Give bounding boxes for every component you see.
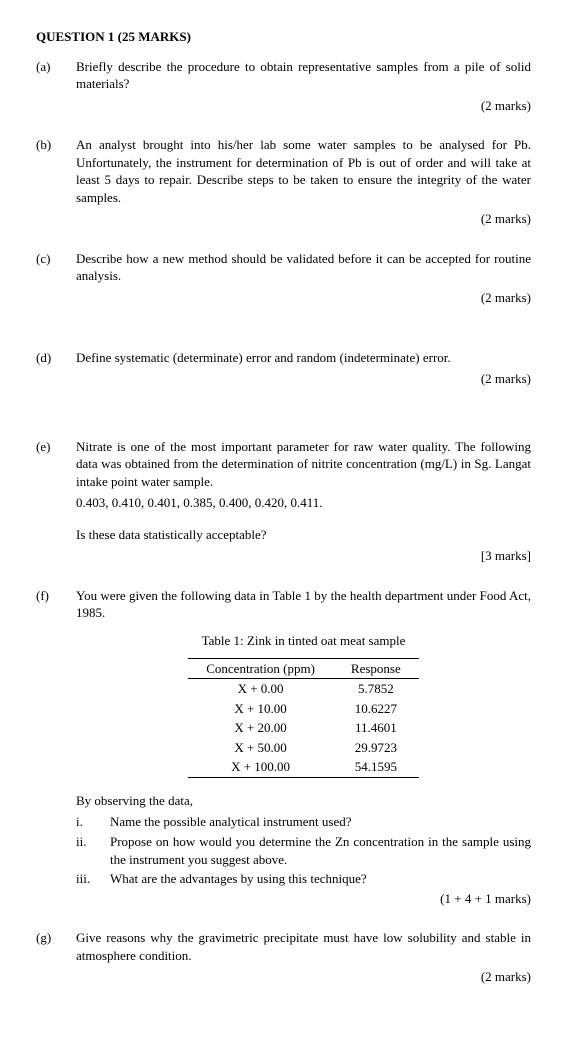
part-f-sub-ii: ii. Propose on how would you determine t… — [76, 833, 531, 868]
part-b-text: An analyst brought into his/her lab some… — [76, 136, 531, 206]
table-cell: X + 20.00 — [188, 718, 333, 738]
part-e-text2: Is these data statistically acceptable? — [76, 526, 531, 544]
table-cell: X + 100.00 — [188, 757, 333, 777]
part-b-marks: (2 marks) — [76, 210, 531, 228]
sub-text-iii: What are the advantages by using this te… — [110, 870, 531, 888]
part-d-text: Define systematic (determinate) error an… — [76, 349, 531, 367]
table-cell: X + 0.00 — [188, 679, 333, 699]
part-e-marks: [3 marks] — [76, 547, 531, 565]
table-cell: 5.7852 — [333, 679, 419, 699]
part-a: (a) Briefly describe the procedure to ob… — [36, 58, 531, 131]
sub-label-iii: iii. — [76, 870, 110, 888]
table-cell: 10.6227 — [333, 699, 419, 719]
table-caption: Table 1: Zink in tinted oat meat sample — [76, 632, 531, 650]
table-cell: 11.4601 — [333, 718, 419, 738]
sub-label-ii: ii. — [76, 833, 110, 868]
part-e-text1: Nitrate is one of the most important par… — [76, 438, 531, 491]
part-b: (b) An analyst brought into his/her lab … — [36, 136, 531, 244]
table-cell: X + 10.00 — [188, 699, 333, 719]
table-cell: 29.9723 — [333, 738, 419, 758]
part-f-sub-iii: iii. What are the advantages by using th… — [76, 870, 531, 888]
part-f-label: (f) — [36, 587, 76, 923]
part-b-label: (b) — [36, 136, 76, 244]
data-table: Concentration (ppm) Response X + 0.00 5.… — [188, 658, 419, 778]
part-c-text: Describe how a new method should be vali… — [76, 250, 531, 285]
part-g-label: (g) — [36, 929, 76, 1002]
table-row: X + 100.00 54.1595 — [188, 757, 419, 777]
part-c-marks: (2 marks) — [76, 289, 531, 307]
part-f-marks: (1 + 4 + 1 marks) — [76, 890, 531, 908]
part-c-label: (c) — [36, 250, 76, 323]
table-cell: 54.1595 — [333, 757, 419, 777]
part-e-label: (e) — [36, 438, 76, 581]
part-d: (d) Define systematic (determinate) erro… — [36, 349, 531, 404]
part-f-text: You were given the following data in Tab… — [76, 587, 531, 622]
table-row: X + 0.00 5.7852 — [188, 679, 419, 699]
part-e: (e) Nitrate is one of the most important… — [36, 438, 531, 581]
sub-text-ii: Propose on how would you determine the Z… — [110, 833, 531, 868]
table-cell: X + 50.00 — [188, 738, 333, 758]
part-d-label: (d) — [36, 349, 76, 404]
table-row: X + 50.00 29.9723 — [188, 738, 419, 758]
part-f-observe: By observing the data, — [76, 792, 531, 810]
part-a-marks: (2 marks) — [76, 97, 531, 115]
table-header-resp: Response — [333, 658, 419, 679]
part-f-sub-i: i. Name the possible analytical instrume… — [76, 813, 531, 831]
part-d-marks: (2 marks) — [76, 370, 531, 388]
part-a-text: Briefly describe the procedure to obtain… — [76, 58, 531, 93]
part-g: (g) Give reasons why the gravimetric pre… — [36, 929, 531, 1002]
part-e-data: 0.403, 0.410, 0.401, 0.385, 0.400, 0.420… — [76, 494, 531, 512]
table-row: X + 20.00 11.4601 — [188, 718, 419, 738]
sub-text-i: Name the possible analytical instrument … — [110, 813, 531, 831]
table-header-conc: Concentration (ppm) — [188, 658, 333, 679]
part-g-marks: (2 marks) — [76, 968, 531, 986]
sub-label-i: i. — [76, 813, 110, 831]
part-c: (c) Describe how a new method should be … — [36, 250, 531, 323]
part-a-label: (a) — [36, 58, 76, 131]
part-g-text: Give reasons why the gravimetric precipi… — [76, 929, 531, 964]
table-row: X + 10.00 10.6227 — [188, 699, 419, 719]
question-title: QUESTION 1 (25 MARKS) — [36, 28, 531, 46]
part-f: (f) You were given the following data in… — [36, 587, 531, 923]
